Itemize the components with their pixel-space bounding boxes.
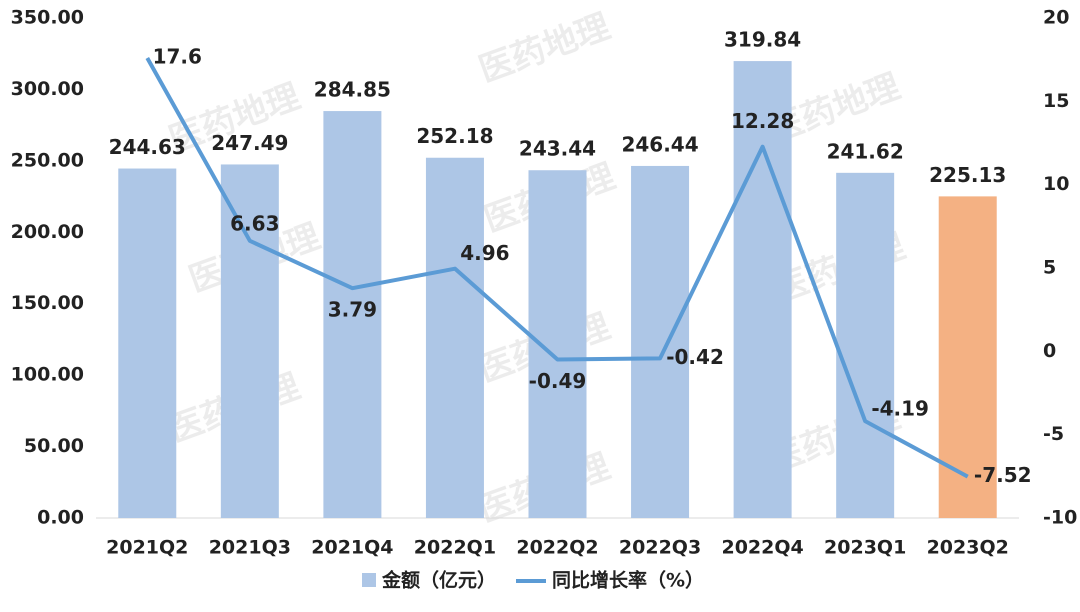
line-value-label: 12.28 [731,109,794,133]
bar [323,111,382,519]
y-tick-label: 50.00 [24,435,84,457]
y2-tick-label: 10 [1043,173,1069,195]
legend-label: 金额（亿元） [381,569,496,592]
x-tick-label: 2022Q3 [619,537,701,559]
bar-value-label: 241.62 [827,139,904,163]
bar-value-label: 244.63 [109,135,186,159]
line-value-label: -0.49 [529,369,587,393]
y-tick-label: 300.00 [11,78,84,100]
y2-tick-label: -5 [1043,423,1064,445]
legend-label: 同比增长率（%） [552,569,704,592]
y2-tick-label: 0 [1043,340,1056,362]
line-value-label: -7.52 [974,463,1032,487]
bar-value-label: 319.84 [724,28,801,52]
line-value-label: 6.63 [230,211,279,235]
x-tick-label: 2023Q1 [824,537,906,559]
line [145,57,969,479]
line-value-label: -4.19 [871,397,929,421]
y-tick-label: 0.00 [37,507,84,529]
x-tick-label: 2021Q3 [209,537,291,559]
bar [836,172,895,519]
x-tick-label: 2021Q2 [106,537,188,559]
x-tick-label: 2022Q1 [414,537,496,559]
bar-value-label: 225.13 [929,163,1006,187]
line-value-label: -0.42 [666,345,724,369]
line-value-label: 4.96 [460,241,509,265]
bar-value-label: 246.44 [621,132,698,156]
y-tick-label: 150.00 [11,292,84,314]
y-tick-label: 250.00 [11,149,84,171]
bar-value-label: 247.49 [211,131,288,155]
bar [220,164,279,518]
bar-value-label: 284.85 [314,78,391,102]
y-tick-label: 350.00 [11,7,84,29]
y2-tick-label: 15 [1043,90,1069,112]
y-tick-label: 200.00 [11,221,84,243]
line-value-label: 17.6 [153,45,202,69]
y2-tick-label: 20 [1043,7,1069,29]
x-tick-label: 2021Q4 [311,537,393,559]
bar [631,165,690,518]
bar [118,168,177,518]
y2-tick-label: 5 [1043,257,1056,279]
bar-value-label: 252.18 [416,124,493,148]
y-tick-label: 100.00 [11,364,84,386]
bar-value-label: 243.44 [519,137,596,161]
legend-swatch [362,573,376,587]
x-tick-label: 2022Q2 [516,537,598,559]
bar [425,157,484,518]
watermark: 医药地理 [474,7,615,91]
bar [733,61,792,518]
x-tick-label: 2022Q4 [721,537,803,559]
y2-tick-label: -10 [1043,507,1077,529]
line-value-label: 3.79 [328,298,377,322]
x-tick-label: 2023Q2 [927,537,1009,559]
